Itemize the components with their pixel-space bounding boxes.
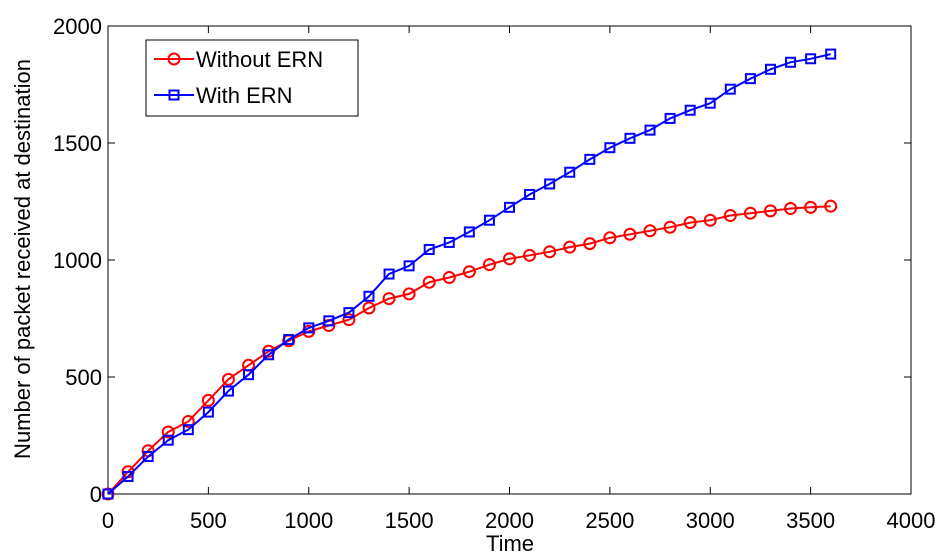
y-tick-label: 2000 (53, 14, 102, 39)
data-point (684, 104, 696, 116)
data-point (363, 290, 375, 302)
data-point (442, 271, 456, 285)
data-point (764, 63, 776, 75)
data-point (462, 265, 476, 279)
data-point (785, 56, 797, 68)
data-point (403, 260, 415, 272)
y-axis-ticks: 0 500 1000 1500 2000 (53, 14, 911, 507)
data-point (402, 287, 416, 301)
data-point (463, 226, 475, 238)
y-tick-label: 500 (65, 365, 102, 390)
data-point (704, 97, 716, 109)
data-point (644, 124, 656, 136)
data-point (744, 73, 756, 85)
x-tick-label: 2500 (585, 508, 634, 533)
data-point (623, 227, 637, 241)
y-axis-label: Number of packet received at destination (10, 59, 35, 459)
x-tick-label: 0 (102, 508, 114, 533)
data-point (824, 199, 838, 213)
legend-box (145, 39, 359, 117)
data-point (683, 216, 697, 230)
data-point (664, 112, 676, 124)
data-point (102, 488, 114, 500)
legend-marker (167, 52, 181, 66)
x-axis-ticks: 0 500 1000 1500 2000 2500 3000 3500 4000 (102, 26, 936, 533)
data-point (524, 188, 536, 200)
data-point (503, 252, 516, 266)
data-point (482, 258, 496, 272)
legend: Without ERN With ERN (145, 39, 359, 117)
data-point (243, 369, 255, 381)
data-point (342, 313, 356, 327)
data-point (343, 307, 355, 319)
x-tick-label: 1000 (284, 508, 333, 533)
data-point (423, 243, 435, 255)
data-point (483, 214, 495, 226)
data-point (723, 209, 737, 223)
legend-item: With ERN (154, 83, 293, 108)
data-point (805, 53, 817, 65)
data-point (564, 166, 576, 178)
data-point (784, 202, 798, 216)
data-point (422, 275, 436, 289)
data-point (443, 236, 455, 248)
legend-label: Without ERN (196, 47, 323, 72)
data-point (202, 406, 214, 418)
data-point (181, 414, 195, 428)
x-tick-label: 4000 (887, 508, 936, 533)
series-line (107, 53, 831, 495)
legend-label: With ERN (196, 83, 293, 108)
series-with-ern (102, 48, 837, 500)
data-point (825, 48, 837, 60)
data-point (624, 132, 636, 144)
data-point (161, 425, 175, 439)
data-point (724, 83, 736, 95)
data-point (504, 201, 515, 213)
legend-item: Without ERN (154, 47, 323, 72)
data-point (221, 372, 235, 386)
data-point (583, 237, 597, 251)
data-point (263, 349, 275, 361)
data-point (162, 434, 174, 446)
data-point (382, 292, 396, 306)
data-point (362, 301, 376, 315)
data-point (182, 424, 194, 436)
data-point (703, 213, 717, 227)
data-point (323, 315, 335, 327)
y-tick-label: 1000 (53, 248, 102, 273)
x-tick-label: 3000 (686, 508, 735, 533)
x-axis-label: Time (486, 531, 534, 556)
data-point (563, 240, 577, 254)
y-tick-label: 1500 (53, 131, 102, 156)
data-point (604, 142, 616, 154)
series-line (107, 205, 831, 495)
data-point (543, 245, 557, 259)
data-point (804, 200, 818, 214)
data-point (743, 206, 757, 220)
x-tick-label: 1500 (385, 508, 434, 533)
data-point (544, 178, 556, 190)
x-tick-label: 500 (190, 508, 227, 533)
data-point (122, 470, 134, 482)
data-point (603, 231, 617, 245)
data-point (383, 268, 395, 280)
data-point (142, 451, 154, 463)
data-point (584, 153, 596, 165)
data-point (283, 334, 295, 346)
data-point (201, 393, 215, 407)
data-point (643, 224, 657, 238)
data-point (303, 322, 315, 334)
data-point (663, 220, 677, 234)
data-point (523, 248, 537, 262)
x-tick-label: 2000 (485, 508, 534, 533)
data-point (222, 385, 234, 397)
data-point (763, 204, 777, 218)
y-tick-label: 0 (90, 482, 102, 507)
legend-marker (168, 89, 180, 101)
x-tick-label: 3500 (786, 508, 835, 533)
series-layer (101, 48, 838, 501)
